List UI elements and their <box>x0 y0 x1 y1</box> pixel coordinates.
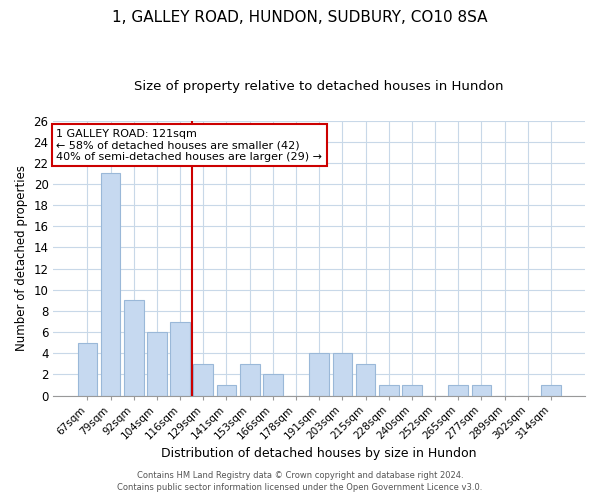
Bar <box>170 322 190 396</box>
Bar <box>217 385 236 396</box>
Bar <box>77 342 97 396</box>
Bar <box>356 364 376 396</box>
Y-axis label: Number of detached properties: Number of detached properties <box>15 165 28 351</box>
Bar <box>124 300 143 396</box>
Bar <box>193 364 213 396</box>
Bar <box>101 174 121 396</box>
X-axis label: Distribution of detached houses by size in Hundon: Distribution of detached houses by size … <box>161 447 477 460</box>
Title: Size of property relative to detached houses in Hundon: Size of property relative to detached ho… <box>134 80 504 93</box>
Bar <box>402 385 422 396</box>
Text: 1, GALLEY ROAD, HUNDON, SUDBURY, CO10 8SA: 1, GALLEY ROAD, HUNDON, SUDBURY, CO10 8S… <box>112 10 488 25</box>
Bar <box>379 385 398 396</box>
Text: 1 GALLEY ROAD: 121sqm
← 58% of detached houses are smaller (42)
40% of semi-deta: 1 GALLEY ROAD: 121sqm ← 58% of detached … <box>56 129 322 162</box>
Bar <box>332 354 352 396</box>
Bar <box>310 354 329 396</box>
Bar <box>448 385 468 396</box>
Text: Contains HM Land Registry data © Crown copyright and database right 2024.
Contai: Contains HM Land Registry data © Crown c… <box>118 471 482 492</box>
Bar <box>472 385 491 396</box>
Bar <box>240 364 260 396</box>
Bar <box>541 385 561 396</box>
Bar <box>263 374 283 396</box>
Bar <box>147 332 167 396</box>
